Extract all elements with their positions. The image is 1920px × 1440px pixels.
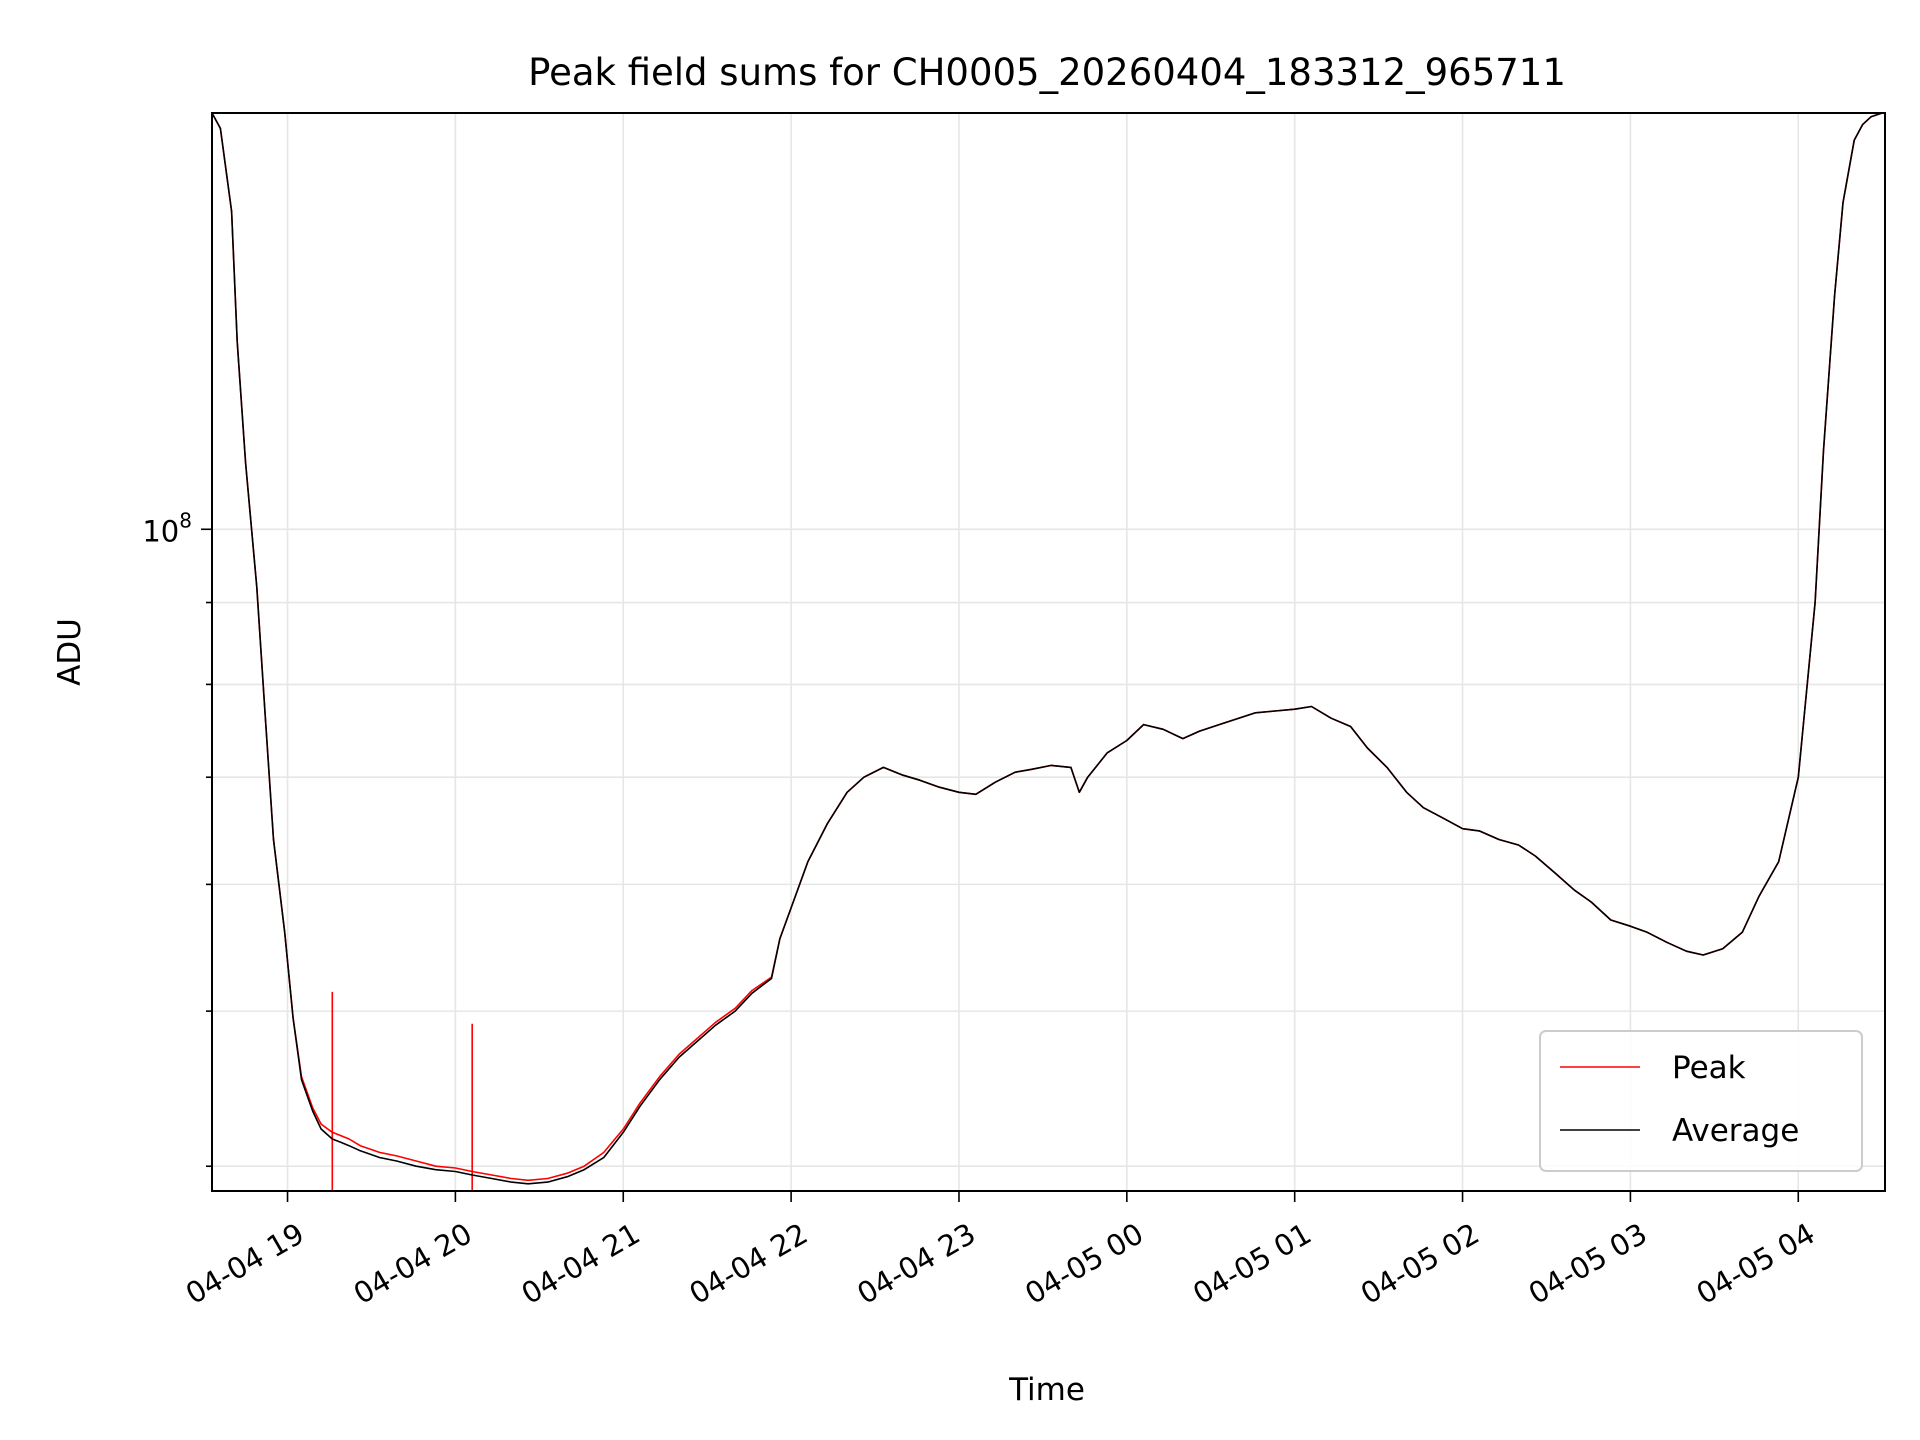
legend: Peak Average (1539, 1030, 1863, 1172)
x-axis-label: Time (1008, 1372, 1085, 1408)
chart-title: Peak field sums for CH0005_20260404_1833… (528, 51, 1566, 94)
legend-box (1539, 1030, 1863, 1172)
legend-label-peak: Peak (1672, 1050, 1746, 1086)
y-tick-label-exponent: 8 (179, 508, 192, 532)
y-tick-label: 108 (142, 508, 192, 548)
series-layer (212, 113, 1883, 1191)
y-tick-label-base: 10 (142, 514, 179, 548)
legend-label-average: Average (1672, 1113, 1799, 1149)
y-axis-label: ADU (52, 618, 88, 686)
y-axis: 108 (142, 508, 212, 1168)
series-line-average (212, 113, 1883, 1185)
plot-frame (211, 112, 1886, 1192)
